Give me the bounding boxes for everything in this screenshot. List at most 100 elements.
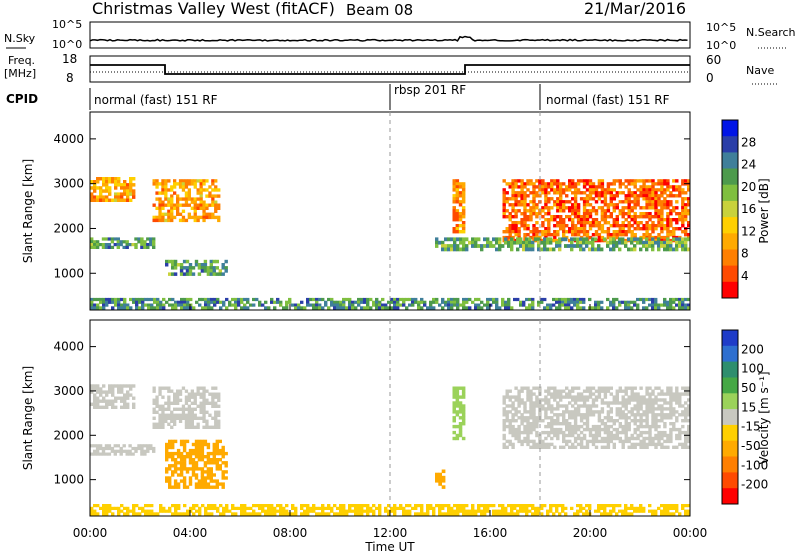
- vel-cells-cell-6: [529, 413, 533, 417]
- vel-cells-cell-5: [458, 427, 463, 432]
- power-cells-cell-6: [669, 209, 673, 213]
- power-cells-cell-0: [99, 192, 103, 196]
- vel-cells-cell-6: [663, 422, 667, 426]
- power-cells-cell-7: [579, 237, 583, 242]
- vel-cells-cell-4: [369, 506, 373, 510]
- power-cells-cell-6: [636, 194, 640, 198]
- vel-cells-cell-6: [526, 410, 530, 414]
- vel-cells-cell-4: [654, 509, 658, 513]
- power-cells-cell-7: [675, 237, 679, 242]
- vel-cells-cell-2: [101, 446, 106, 451]
- vel-cells-cell-3: [165, 451, 169, 456]
- vel-cells-cell-6: [612, 427, 616, 432]
- power-cells-cell-6: [660, 238, 664, 243]
- power-cells-cell-3: [194, 259, 199, 264]
- power-cells-cell-1: [187, 194, 191, 198]
- power-cells-cell-6: [514, 227, 518, 231]
- power-cells-cell-1: [202, 200, 206, 204]
- power-cells-cell-3: [203, 269, 208, 273]
- power-cells-cell-1: [176, 203, 180, 207]
- vel-cells-cell-4: [687, 504, 691, 508]
- power-cells-cell-4: [177, 300, 181, 304]
- power-cells-cell-5: [452, 185, 456, 189]
- power-cells-cell-6: [666, 230, 670, 234]
- power-cells-cell-0: [108, 186, 112, 190]
- power-cells-cell-4: [456, 297, 460, 302]
- vel-cells-cell-4: [492, 509, 496, 513]
- power-cells-cell-7: [657, 247, 661, 252]
- power-cells-cell-1: [164, 194, 168, 198]
- power-cells-cell-1: [176, 182, 180, 186]
- power-cells-cell-6: [573, 182, 578, 186]
- power-cells-cell-4: [288, 300, 292, 304]
- vel-cells-cell-6: [562, 445, 566, 449]
- power-cells-cell-6: [588, 188, 593, 192]
- power-cells-cell-4: [654, 303, 658, 307]
- power-cells-cell-4: [567, 306, 571, 310]
- power-cells-cell-3: [173, 272, 178, 276]
- power-cells-cell-4: [174, 303, 178, 307]
- vel-cells-cell-6: [624, 407, 628, 411]
- power-cells-cell-4: [327, 306, 331, 310]
- power-cells-cell-1: [155, 215, 159, 220]
- power-cells-cell-4: [120, 297, 124, 302]
- power-cells-cell-6: [520, 182, 524, 186]
- vel-cells-cell-6: [505, 416, 509, 420]
- vel-cells-cell-4: [495, 512, 499, 516]
- power-cells-cell-4: [381, 303, 385, 307]
- power-cells-cell-3: [191, 266, 196, 270]
- vel-cells-cell-6: [538, 386, 542, 390]
- vel-cells-cell-6: [651, 389, 655, 393]
- power-cells-cell-6: [648, 218, 652, 222]
- power-cells-cell-6: [544, 185, 548, 189]
- vel-cells-cell-6: [603, 386, 608, 390]
- vel-cells-cell-4: [486, 504, 490, 508]
- vel-cells-cell-4: [663, 506, 667, 510]
- vel-cells-cell-4: [648, 504, 652, 508]
- vel-cells-cell-6: [681, 430, 685, 435]
- power-cells-cell-4: [555, 297, 559, 302]
- vel-cells-cell-3: [215, 479, 219, 483]
- y-tick-label: 1000: [53, 266, 84, 280]
- vel-cells-cell-4: [183, 504, 187, 508]
- power-cells-cell-4: [432, 297, 436, 302]
- power-cells-cell-6: [568, 188, 572, 192]
- vel-cells-cell-4: [462, 506, 466, 510]
- vel-cells-cell-6: [621, 389, 625, 393]
- power-cells-cell-4: [303, 306, 307, 310]
- vel-cells-cell-4: [393, 512, 397, 516]
- vel-cells-cell-6: [582, 389, 587, 393]
- power-cells-cell-7: [516, 247, 520, 252]
- power-cells-cell-4: [462, 297, 466, 302]
- power-cells-cell-6: [687, 233, 691, 237]
- power-cells-cell-1: [184, 191, 189, 195]
- vel-cells-cell-4: [231, 504, 235, 508]
- vel-cells-cell-3: [173, 458, 178, 462]
- power-cells-cell-4: [144, 303, 148, 307]
- vel-cells-cell-6: [532, 419, 536, 423]
- vel-cells-cell-4: [504, 506, 508, 510]
- power-cells-cell-6: [675, 194, 679, 198]
- power-cells-cell-7: [495, 247, 499, 252]
- vel-cells-cell-6: [600, 427, 605, 432]
- power-cells-cell-6: [606, 191, 611, 195]
- vel-cells-cell-1: [155, 410, 159, 414]
- power-cells-cell-4: [459, 303, 463, 307]
- power-cells-cell-1: [167, 197, 171, 201]
- vel-cells-cell-1: [167, 398, 171, 402]
- power-cells-cell-6: [523, 209, 527, 213]
- power-cells-cell-7: [534, 237, 538, 242]
- power-cells-cell-6: [538, 182, 542, 186]
- vel-cells-cell-3: [209, 470, 213, 474]
- vel-cells-cell-4: [102, 504, 106, 508]
- power-cells-cell-6: [588, 197, 593, 201]
- power-cells-cell-7: [528, 237, 532, 242]
- power-cells-cell-6: [541, 185, 545, 189]
- power-cells-cell-4: [561, 303, 565, 307]
- power-cells-cell-6: [624, 194, 628, 198]
- power-cells-cell-4: [204, 300, 208, 304]
- power-cells-cell-6: [505, 200, 509, 204]
- power-cells-cell-4: [432, 300, 436, 304]
- vel-cells-cell-4: [186, 509, 190, 513]
- vel-cells-cell-6: [553, 413, 557, 417]
